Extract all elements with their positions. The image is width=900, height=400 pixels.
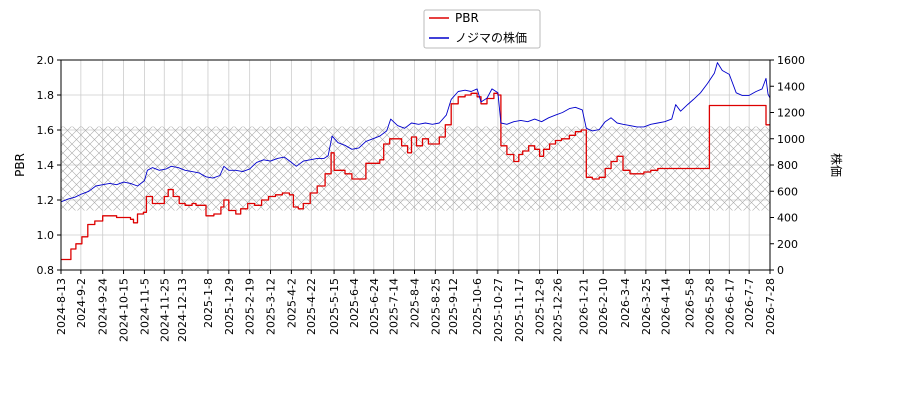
- left-axis-title: PBR: [13, 153, 27, 177]
- left-tick-label-5: 1.8: [37, 89, 55, 102]
- x-tick-label-7: 2025-1-8: [202, 278, 215, 328]
- legend-label-pbr: PBR: [455, 11, 479, 25]
- x-tick-label-30: 2026-5-8: [684, 278, 697, 328]
- x-tick-label-1: 2024-9-2: [75, 278, 88, 328]
- x-tick-label-8: 2025-1-29: [223, 278, 236, 335]
- x-tick-label-26: 2026-2-10: [597, 278, 610, 335]
- x-tick-label-14: 2025-6-4: [348, 278, 361, 328]
- x-tick-label-16: 2025-7-14: [388, 278, 401, 335]
- x-tick-label-29: 2026-4-14: [660, 278, 673, 335]
- left-axis: 0.8 1.0 1.2 1.4 1.6 1.8 2.0: [37, 54, 61, 277]
- x-tick-label-15: 2025-6-24: [368, 278, 381, 335]
- x-tick-label-9: 2025-2-19: [244, 278, 257, 335]
- legend-label-stock-price: ノジマの株価: [455, 30, 527, 45]
- x-tick-label-23: 2025-12-8: [534, 278, 547, 335]
- x-tick-label-5: 2024-11-25: [158, 278, 171, 342]
- x-tick-label-21: 2025-10-27: [492, 278, 505, 342]
- legend-box: [423, 9, 541, 49]
- left-tick-label-0: 0.8: [37, 264, 55, 277]
- x-tick-label-28: 2026-3-25: [640, 278, 653, 335]
- right-tick-label-8: 1600: [777, 54, 805, 67]
- x-tick-label-20: 2025-10-6: [471, 278, 484, 335]
- right-tick-label-0: 0: [777, 264, 784, 277]
- right-tick-label-7: 1400: [777, 80, 805, 93]
- x-tick-label-31: 2026-5-28: [703, 278, 716, 335]
- x-tick-label-32: 2026-6-17: [723, 278, 736, 335]
- x-tick-label-22: 2025-11-17: [513, 278, 526, 342]
- legend: PBR ノジマの株価: [423, 9, 541, 49]
- x-tick-label-4: 2024-11-5: [138, 278, 151, 335]
- x-tick-label-13: 2025-5-15: [328, 278, 341, 335]
- right-tick-label-6: 1200: [777, 107, 805, 120]
- left-tick-label-2: 1.2: [37, 194, 55, 207]
- x-tick-label-33: 2026-7-7: [743, 278, 756, 328]
- x-tick-label-10: 2025-3-12: [265, 278, 278, 335]
- series-line-pbr: [61, 92, 770, 261]
- x-tick-label-3: 2024-10-15: [118, 278, 131, 342]
- left-tick-label-3: 1.4: [37, 159, 55, 172]
- x-tick-label-2: 2024-9-24: [97, 278, 110, 335]
- x-tick-label-17: 2025-8-4: [409, 278, 422, 328]
- x-tick-label-19: 2025-9-12: [447, 278, 460, 335]
- right-axis-title: 株価: [829, 153, 844, 177]
- series-line-stock-price: [61, 62, 770, 203]
- right-tick-label-3: 600: [777, 185, 798, 198]
- left-tick-label-1: 1.0: [37, 229, 55, 242]
- left-tick-label-4: 1.6: [37, 124, 55, 137]
- x-tick-label-27: 2026-3-4: [619, 278, 632, 328]
- right-tick-label-2: 400: [777, 212, 798, 225]
- right-tick-label-1: 200: [777, 238, 798, 251]
- x-tick-label-12: 2025-4-22: [305, 278, 318, 335]
- series-layer: [61, 62, 770, 261]
- x-tick-label-0: 2024-8-13: [55, 278, 68, 335]
- left-tick-label-6: 2.0: [37, 54, 55, 67]
- x-tick-label-6: 2024-12-13: [176, 278, 189, 342]
- x-tick-label-18: 2025-8-25: [429, 278, 442, 335]
- x-tick-label-25: 2026-1-21: [577, 278, 590, 335]
- right-tick-label-4: 800: [777, 159, 798, 172]
- right-axis: 0 200 400 600 800 1000 1200 1400 1600: [770, 54, 805, 277]
- x-tick-label-24: 2025-12-26: [551, 278, 564, 342]
- x-tick-label-34: 2026-7-28: [764, 278, 777, 335]
- right-tick-label-5: 1000: [777, 133, 805, 146]
- x-axis: 2024-8-13 2024-9-2 2024-9-24 2024-10-15 2024…: [55, 270, 777, 342]
- x-tick-label-11: 2025-4-2: [285, 278, 298, 328]
